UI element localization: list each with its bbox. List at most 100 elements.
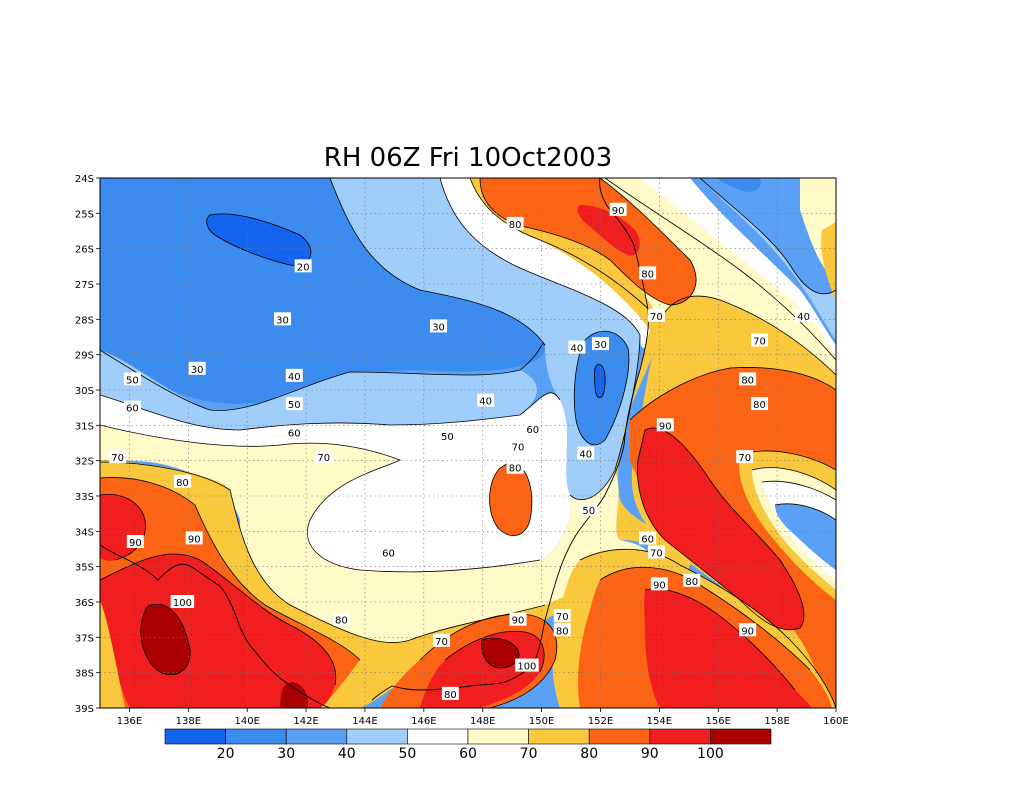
y-tick-label: 31S <box>75 421 94 432</box>
x-tick-label: 148E <box>470 716 495 727</box>
colorbar-label: 80 <box>580 746 598 762</box>
contour-label-text: 60 <box>382 549 395 560</box>
contour-label-text: 60 <box>641 534 654 545</box>
colorbar-swatch <box>346 728 408 745</box>
contour-label-box <box>656 418 674 432</box>
contour-label: 80 <box>639 266 657 280</box>
fill-rh-70-80-northeast-corner <box>821 222 836 300</box>
contour-label-text: 70 <box>512 443 525 454</box>
fill-rh-70-80-southwest-corner <box>100 600 125 708</box>
fill-rh-100-southwest <box>140 604 191 675</box>
contour-label-box <box>650 577 668 591</box>
y-axis-ticks: 24S 25S 26S 27S 28S 29S 30S 31S 32S 33S 34S 35S 36S 3… <box>75 174 100 715</box>
contour-label-box <box>285 368 303 382</box>
colorbar-label: 70 <box>520 746 538 762</box>
contour-label-text: 90 <box>741 626 754 637</box>
x-tick-label: 144E <box>352 716 377 727</box>
contour-label: 100 <box>515 658 539 673</box>
contour-label: 70 <box>553 609 571 623</box>
contour-label-box <box>188 361 206 375</box>
contour-label-text: 90 <box>612 206 625 217</box>
grid-lines <box>100 178 836 708</box>
x-tick-label: 140E <box>234 716 259 727</box>
contour-label-text: 80 <box>685 577 698 588</box>
contour-lines <box>100 178 836 708</box>
contour-label: 20 <box>294 259 312 273</box>
colorbar-swatch <box>649 728 711 745</box>
contour-label-text: 100 <box>517 662 536 673</box>
contour-label-text: 100 <box>173 598 192 609</box>
contour-label-box <box>509 439 527 453</box>
contour-label-box <box>438 428 456 442</box>
contour-label-text: 40 <box>579 450 592 461</box>
y-tick-label: 33S <box>75 492 94 503</box>
contour-label-text: 80 <box>509 464 522 475</box>
y-tick-label: 38S <box>75 669 94 680</box>
fill-rh-20-30-east <box>718 178 761 192</box>
contour-label-text: 60 <box>288 428 301 439</box>
contour-label-box <box>506 460 524 474</box>
colorbar-label: 90 <box>641 746 659 762</box>
contour-label: 80 <box>553 623 571 637</box>
contour-label: 30 <box>188 361 206 376</box>
fill-rh-80-90-center <box>489 462 532 536</box>
contour-label-text: 70 <box>650 312 663 323</box>
contour-label: 50 <box>123 372 141 386</box>
contour-label: 50 <box>580 503 598 517</box>
contour-label-text: 30 <box>191 365 204 376</box>
contour-label-text: 90 <box>659 421 672 432</box>
contour-label-text: 40 <box>797 312 810 323</box>
contour-label: 80 <box>750 397 768 411</box>
fill-rh-90-100-east <box>637 428 804 630</box>
colorbar-swatch <box>225 728 287 745</box>
contour-label-box <box>285 397 303 411</box>
contour-label: 80 <box>173 474 191 489</box>
y-tick-label: 28S <box>75 315 94 326</box>
y-tick-label: 32S <box>75 457 94 468</box>
contour-label-text: 70 <box>650 549 663 560</box>
contour-label-box <box>750 397 768 411</box>
contour-label-box <box>380 545 398 559</box>
colorbar-label: 100 <box>697 746 724 762</box>
plot-frame <box>99 177 837 709</box>
contour-label: 70 <box>433 633 451 648</box>
contour-label-text: 70 <box>753 337 766 348</box>
contour-label-box <box>430 319 448 333</box>
contour-label: 70 <box>315 450 333 464</box>
contour-label: 50 <box>285 397 303 411</box>
contour-label: 90 <box>609 202 627 217</box>
contour-label-box <box>683 573 701 587</box>
contour-label: 70 <box>509 439 527 454</box>
colorbar-swatch <box>407 728 469 745</box>
contour-label: 30 <box>591 337 609 351</box>
contour-label: 30 <box>274 312 292 326</box>
contour-label: 50 <box>438 428 456 443</box>
fill-rh-10-20-low <box>594 364 606 398</box>
colorbar: 20 30 40 50 60 70 80 90 100 <box>164 728 772 762</box>
fill-rh-90-100-southeast <box>644 589 812 708</box>
coastline-west <box>100 544 331 708</box>
contour-label: 40 <box>577 446 595 461</box>
x-tick-label: 138E <box>176 716 201 727</box>
contour-label-text: 30 <box>276 315 289 326</box>
contour-label-text: 50 <box>582 506 595 517</box>
contour-label-text: 30 <box>594 340 607 351</box>
contour-label-text: 70 <box>317 453 330 464</box>
contour-label-box <box>332 612 350 626</box>
y-tick-label: 26S <box>75 245 94 256</box>
contour-label: 60 <box>524 421 542 436</box>
contour-label: 90 <box>185 531 203 545</box>
contour-label-box <box>639 531 657 545</box>
contour-label-box <box>739 372 757 386</box>
contour-label-text: 80 <box>444 690 457 701</box>
colorbar-label: 30 <box>277 746 295 762</box>
x-tick-label: 152E <box>588 716 613 727</box>
contour-label-text: 90 <box>129 538 142 549</box>
contour-label-box <box>524 421 542 435</box>
contour-label-box <box>509 612 527 626</box>
contour-label-box <box>580 503 598 517</box>
contour-label-text: 40 <box>479 397 492 408</box>
contour-label: 40 <box>477 393 495 408</box>
contour-label: 40 <box>795 308 813 323</box>
